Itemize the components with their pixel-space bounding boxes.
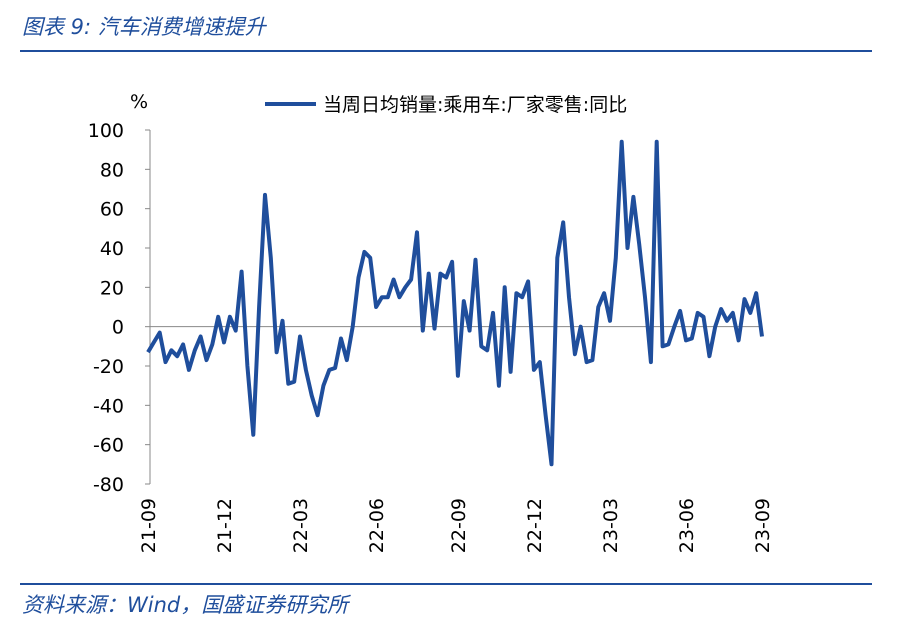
x-tick-label: 22-12 [524, 498, 546, 553]
y-tick-label: 60 [100, 199, 124, 221]
chart-title: 图表 9: 汽车消费增速提升 [22, 15, 268, 39]
x-tick-label: 22-06 [366, 498, 388, 553]
x-tick-label: 23-06 [676, 498, 698, 553]
x-tick-label: 22-09 [448, 498, 470, 553]
y-tick-label: 100 [88, 120, 124, 142]
x-tick-label: 21-09 [138, 498, 160, 553]
y-tick-label: -60 [93, 435, 124, 457]
y-tick-label: 80 [100, 159, 124, 181]
legend-label: 当周日均销量:乘用车:厂家零售:同比 [323, 94, 627, 116]
y-tick-label: -20 [93, 356, 124, 378]
source: 资料来源：Wind，国盛证券研究所 [22, 593, 351, 617]
x-tick-label: 23-09 [752, 498, 774, 553]
x-tick-label: 21-12 [214, 498, 236, 553]
x-tick-label: 22-03 [290, 498, 312, 553]
y-tick-label: 40 [100, 238, 124, 260]
y-tick-label: 0 [112, 317, 124, 339]
y-tick-label: -40 [93, 395, 124, 417]
y-tick-label: -80 [93, 474, 124, 496]
line-series [146, 139, 764, 467]
y-axis-label: % [130, 91, 148, 113]
x-tick-label: 23-03 [600, 498, 622, 553]
y-tick-label: 20 [100, 277, 124, 299]
